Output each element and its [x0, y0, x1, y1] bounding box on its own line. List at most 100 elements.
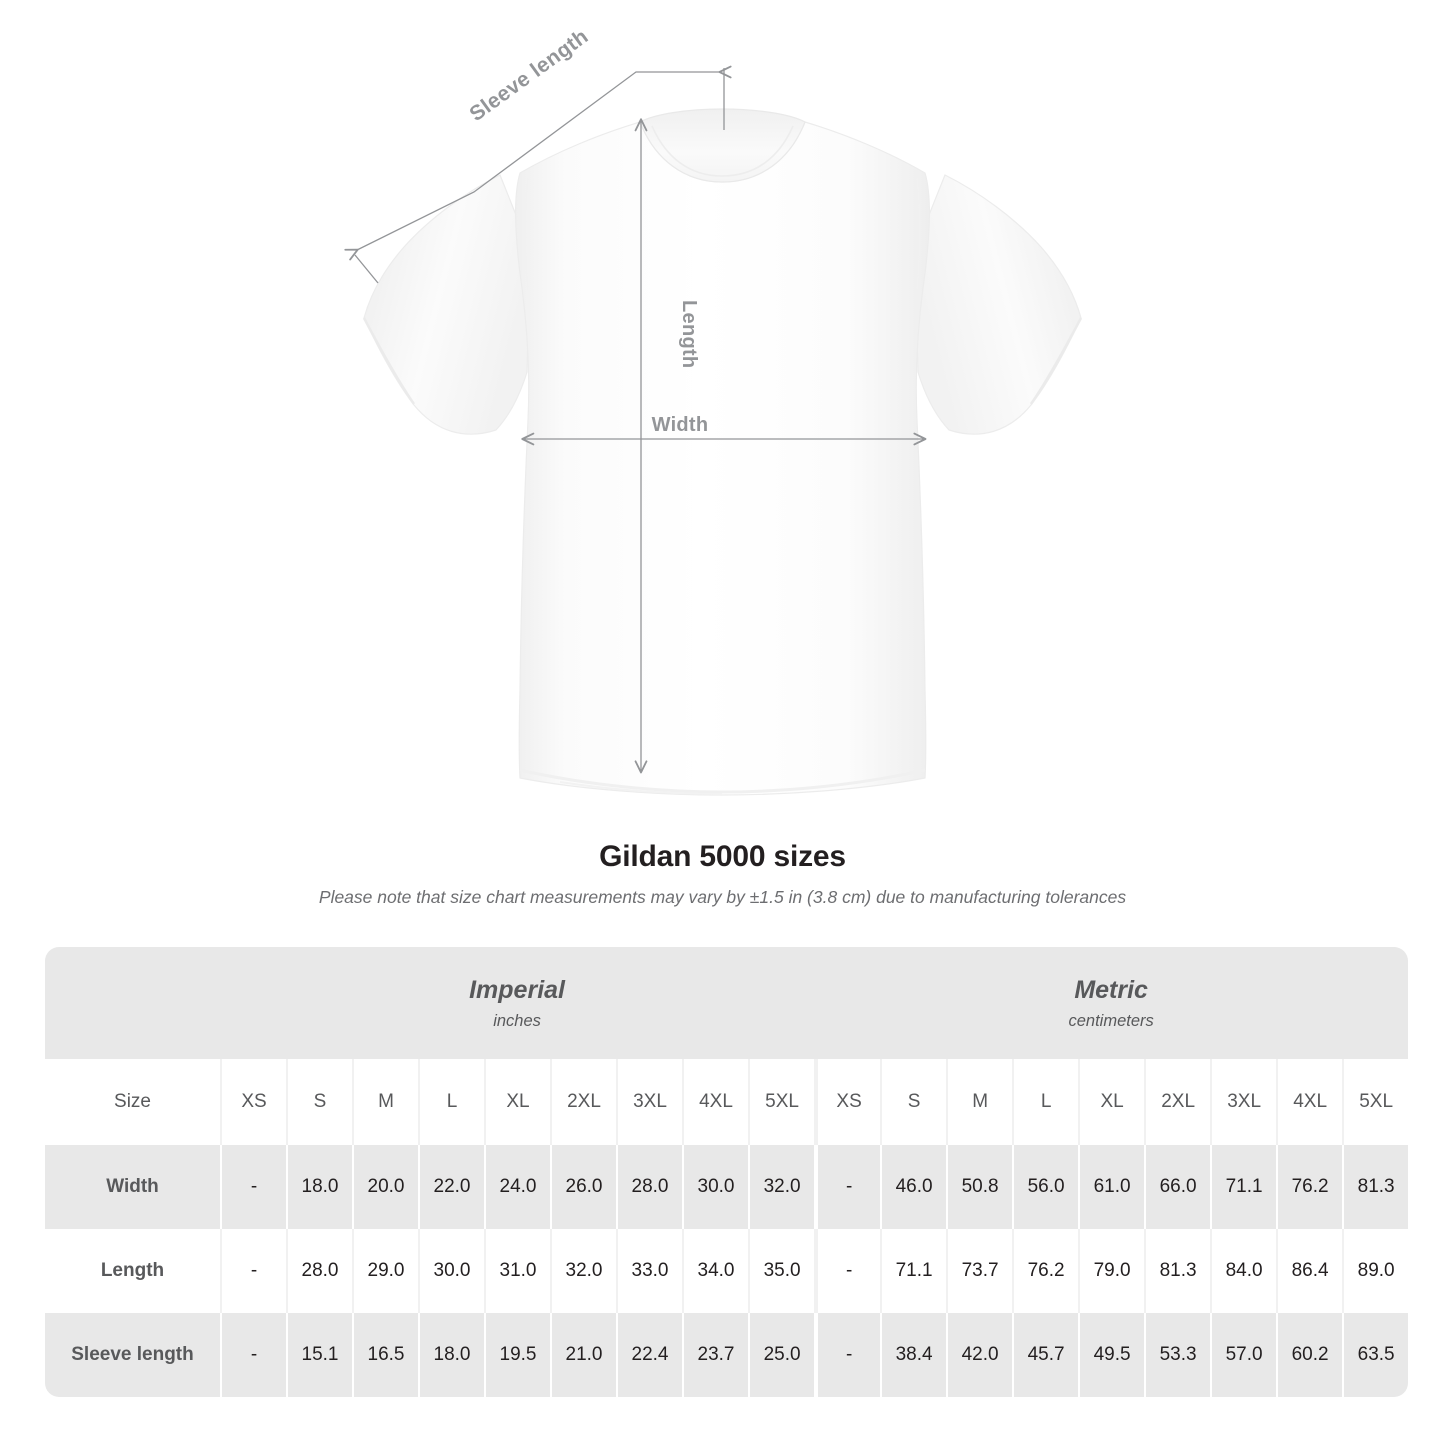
- cell-sleeve-imp-3: 18.0: [418, 1313, 484, 1397]
- cell-length-met-7: 86.4: [1276, 1229, 1343, 1313]
- hem-shadow-2: [559, 781, 723, 795]
- size-header-imp-xl: XL: [484, 1059, 550, 1145]
- size-header-imp-2xl: 2XL: [550, 1059, 616, 1145]
- cell-length-met-8: 89.0: [1342, 1229, 1409, 1313]
- cell-length-imp-8: 35.0: [748, 1229, 815, 1313]
- size-header-met-l: L: [1012, 1059, 1079, 1145]
- row-label-length: Length: [45, 1229, 220, 1313]
- unit-header-metric: Metric centimeters: [814, 947, 1409, 1059]
- right-sleeve: [914, 174, 1082, 435]
- cell-length-imp-2: 29.0: [352, 1229, 418, 1313]
- left-sleeve-hem: [362, 317, 416, 405]
- tolerance-note: Please note that size chart measurements…: [318, 887, 1127, 907]
- cell-width-imp-0: -: [220, 1145, 286, 1229]
- cell-sleeve-imp-0: -: [220, 1313, 286, 1397]
- cell-width-imp-3: 22.0: [418, 1145, 484, 1229]
- size-header-met-4xl: 4XL: [1276, 1059, 1343, 1145]
- size-header-imp-5xl: 5XL: [748, 1059, 815, 1145]
- hem-shadow: [519, 768, 926, 794]
- cell-width-imp-8: 32.0: [748, 1145, 815, 1229]
- table-row: Sleeve length - 15.1 16.5 18.0 19.5 21.0…: [45, 1313, 1409, 1397]
- cell-length-imp-7: 34.0: [682, 1229, 748, 1313]
- cell-sleeve-imp-2: 16.5: [352, 1313, 418, 1397]
- cell-length-imp-1: 28.0: [286, 1229, 352, 1313]
- size-header-met-xs: XS: [814, 1059, 881, 1145]
- cell-width-imp-1: 18.0: [286, 1145, 352, 1229]
- length-label: Length: [678, 300, 700, 368]
- cell-sleeve-met-5: 53.3: [1144, 1313, 1211, 1397]
- cell-length-met-6: 84.0: [1210, 1229, 1277, 1313]
- unit-sub-imperial: inches: [493, 1011, 541, 1030]
- unit-banner-row: Imperial inches Metric centimeters: [45, 947, 1409, 1059]
- size-header-met-2xl: 2XL: [1144, 1059, 1211, 1145]
- cell-width-met-8: 81.3: [1342, 1145, 1409, 1229]
- size-header-imp-3xl: 3XL: [616, 1059, 682, 1145]
- width-label: Width: [652, 414, 709, 436]
- cell-width-imp-5: 26.0: [550, 1145, 616, 1229]
- sleeve-length-arrow: [344, 65, 732, 261]
- unit-banner-spacer: [45, 947, 220, 1059]
- size-header-row: Size XS S M L XL 2XL 3XL 4XL 5XL XS S M …: [45, 1059, 1409, 1145]
- left-sleeve: [363, 174, 531, 435]
- cell-width-met-3: 56.0: [1012, 1145, 1079, 1229]
- cell-width-imp-6: 28.0: [616, 1145, 682, 1229]
- size-header-imp-s: S: [286, 1059, 352, 1145]
- cell-length-imp-3: 30.0: [418, 1229, 484, 1313]
- unit-header-imperial: Imperial inches: [220, 947, 815, 1059]
- tshirt-diagram: Sleeve length Length Width: [344, 25, 1083, 796]
- unit-name-imperial: Imperial: [469, 975, 565, 1004]
- size-table-container: Imperial inches Metric centimeters Size …: [45, 947, 1409, 1397]
- cell-sleeve-imp-5: 21.0: [550, 1313, 616, 1397]
- sleeve-length-label: Sleeve length: [465, 25, 592, 126]
- cell-width-met-4: 61.0: [1078, 1145, 1145, 1229]
- cell-width-imp-7: 30.0: [682, 1145, 748, 1229]
- measurement-annotations: [344, 65, 927, 774]
- cell-sleeve-met-7: 60.2: [1276, 1313, 1343, 1397]
- cell-sleeve-imp-1: 15.1: [286, 1313, 352, 1397]
- size-header-imp-m: M: [352, 1059, 418, 1145]
- tshirt-body: [514, 121, 931, 796]
- size-header-met-m: M: [946, 1059, 1013, 1145]
- size-header-imp-4xl: 4XL: [682, 1059, 748, 1145]
- size-chart-table: Imperial inches Metric centimeters Size …: [45, 947, 1409, 1397]
- cell-length-met-1: 71.1: [880, 1229, 947, 1313]
- table-row: Length - 28.0 29.0 30.0 31.0 32.0 33.0 3…: [45, 1229, 1409, 1313]
- cell-width-met-5: 66.0: [1144, 1145, 1211, 1229]
- table-row: Width - 18.0 20.0 22.0 24.0 26.0 28.0 30…: [45, 1145, 1409, 1229]
- cell-length-met-2: 73.7: [946, 1229, 1013, 1313]
- cell-sleeve-met-3: 45.7: [1012, 1313, 1079, 1397]
- title-block: Gildan 5000 sizes Please note that size …: [0, 838, 1445, 909]
- cell-sleeve-met-0: -: [814, 1313, 881, 1397]
- cell-width-imp-2: 20.0: [352, 1145, 418, 1229]
- cell-length-met-3: 76.2: [1012, 1229, 1079, 1313]
- cell-length-met-4: 79.0: [1078, 1229, 1145, 1313]
- cell-width-met-1: 46.0: [880, 1145, 947, 1229]
- cell-length-imp-6: 33.0: [616, 1229, 682, 1313]
- row-label-sleeve-length: Sleeve length: [45, 1313, 220, 1397]
- cell-sleeve-imp-6: 22.4: [616, 1313, 682, 1397]
- cell-sleeve-imp-8: 25.0: [748, 1313, 815, 1397]
- tshirt-illustration: [362, 108, 1083, 796]
- cell-width-imp-4: 24.0: [484, 1145, 550, 1229]
- cell-sleeve-imp-4: 19.5: [484, 1313, 550, 1397]
- cell-width-met-7: 76.2: [1276, 1145, 1343, 1229]
- cell-length-met-5: 81.3: [1144, 1229, 1211, 1313]
- cell-length-imp-0: -: [220, 1229, 286, 1313]
- size-header-imp-l: L: [418, 1059, 484, 1145]
- size-header-met-xl: XL: [1078, 1059, 1145, 1145]
- unit-sub-metric: centimeters: [1068, 1011, 1154, 1030]
- size-header-label: Size: [45, 1059, 220, 1145]
- cell-sleeve-met-8: 63.5: [1342, 1313, 1409, 1397]
- cell-length-imp-5: 32.0: [550, 1229, 616, 1313]
- cell-length-imp-4: 31.0: [484, 1229, 550, 1313]
- page-title: Gildan 5000 sizes: [599, 840, 846, 873]
- size-header-imp-xs: XS: [220, 1059, 286, 1145]
- right-sleeve-hem: [1029, 317, 1083, 405]
- cell-sleeve-imp-7: 23.7: [682, 1313, 748, 1397]
- size-header-met-s: S: [880, 1059, 947, 1145]
- right-shoulder-seam: [916, 177, 921, 291]
- cell-width-met-0: -: [814, 1145, 881, 1229]
- sleeve-hem-extension-line: [354, 254, 379, 284]
- size-header-met-3xl: 3XL: [1210, 1059, 1277, 1145]
